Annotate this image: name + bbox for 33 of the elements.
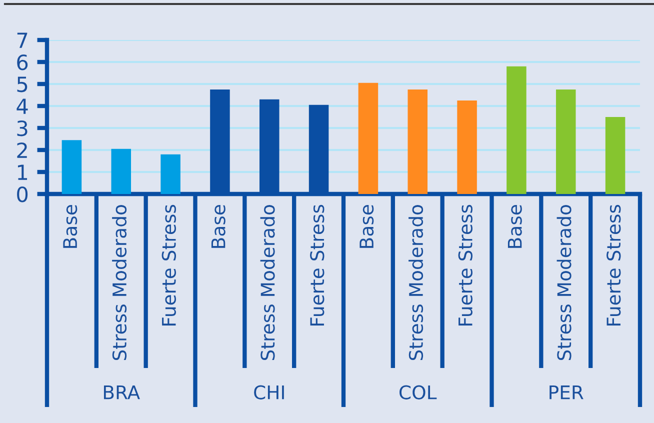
y-tick-label: 4 [16,98,28,114]
bar [605,117,626,194]
y-tick-label: 3 [17,120,28,136]
bar [556,90,576,194]
x-tick-label: Stress Moderado [556,205,572,360]
text: CHI [254,385,284,400]
y-tick-label: 1 [18,164,28,180]
bar [457,100,477,194]
x-tick-label: Base [63,205,78,248]
x-tick-label: Fuerte Stress [606,204,621,326]
bar [111,148,132,194]
text: COL [400,385,437,400]
x-tick-label: Base [211,205,226,248]
x-tick-label: Base [360,205,374,248]
x-tick-label: Base [508,205,522,248]
x-tick-label: Stress Moderado [112,205,127,360]
bar [62,140,82,194]
x-tick-label: Fuerte Stress [162,204,176,326]
y-tick-label: 0 [17,186,28,202]
text: PER [550,386,584,400]
x-tick-label: Fuerte Stress [310,204,324,326]
x-tick-label: Fuerte Stress [458,204,472,326]
y-tick-label: 2 [17,142,27,158]
x-tick-label: Stress Moderado [408,205,424,360]
bar [358,82,378,194]
y-tick-label: 5 [17,76,28,92]
bar [408,90,428,194]
y-tick-label: 6 [17,54,28,70]
x-tick-label: Stress Moderado [260,205,275,360]
y-tick-label: 7 [17,32,28,48]
bar [506,66,526,194]
text: BRA [104,386,140,400]
bar [160,154,180,194]
